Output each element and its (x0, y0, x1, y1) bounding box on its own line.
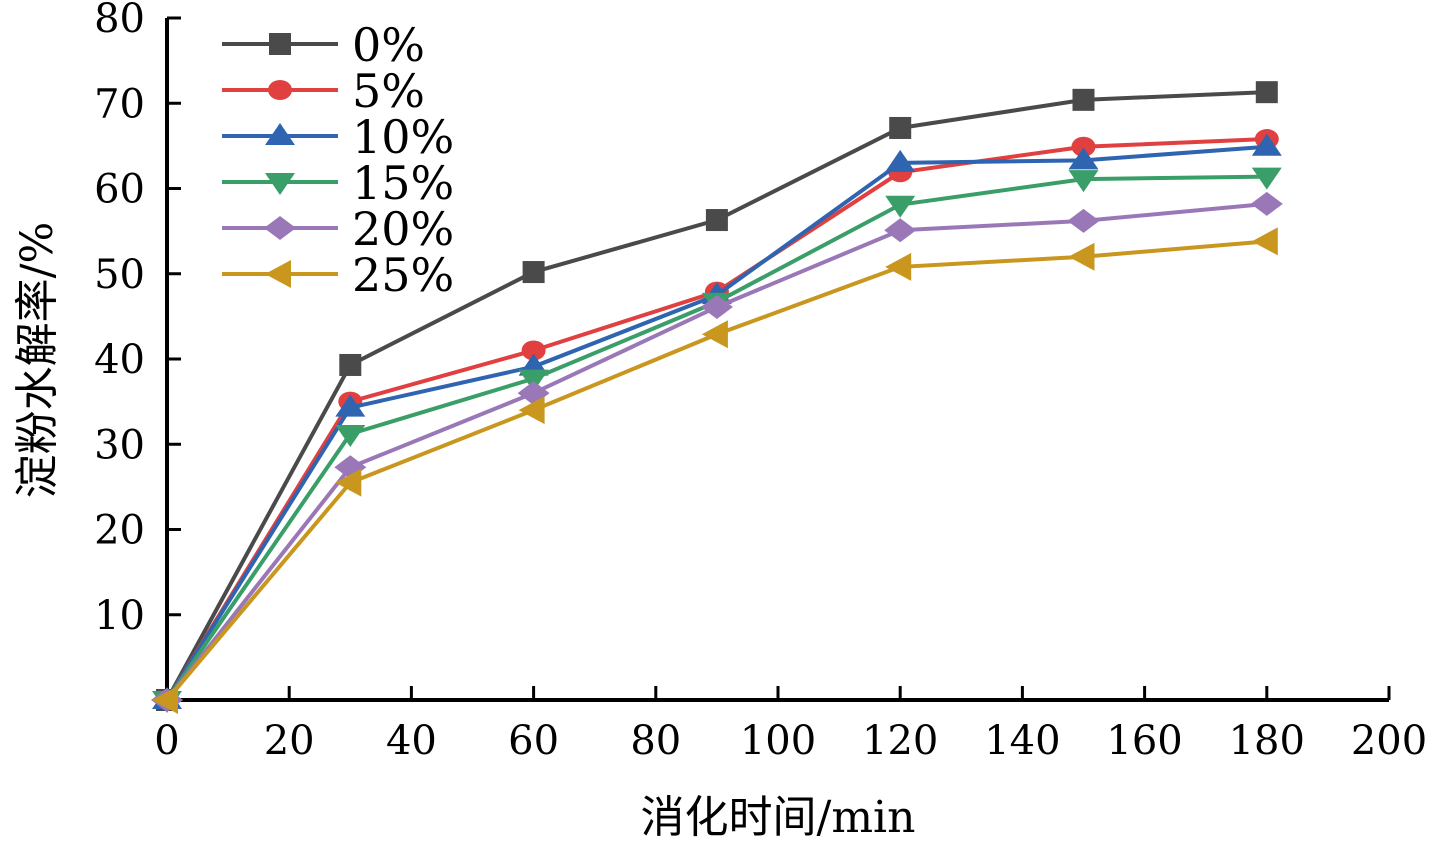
series-0pct (156, 81, 1278, 711)
x-tick-label: 100 (740, 718, 816, 764)
data-point (518, 369, 549, 392)
legend-marker (269, 33, 291, 55)
series-15pct (152, 167, 1282, 713)
legend: 0%5%10%15%20%25% (222, 18, 454, 302)
y-tick-label: 70 (94, 81, 145, 127)
legend-marker (264, 216, 296, 240)
legend-marker (265, 123, 295, 145)
y-tick-label: 40 (94, 337, 145, 383)
y-tick-label: 60 (94, 167, 145, 213)
series-line (165, 201, 1267, 702)
data-point (885, 195, 916, 218)
data-point (889, 116, 912, 139)
x-tick-label: 80 (630, 718, 681, 764)
data-point (1068, 147, 1099, 170)
data-point (1067, 208, 1100, 233)
x-tick-label: 20 (264, 718, 315, 764)
data-point (885, 149, 916, 172)
data-point (700, 294, 733, 319)
data-point (705, 209, 728, 232)
x-tick-label: 160 (1106, 718, 1182, 764)
legend-item: 5% (222, 64, 425, 118)
legend-item: 0% (222, 18, 425, 72)
legend-label: 5% (352, 64, 425, 118)
y-tick-label: 10 (94, 593, 145, 639)
data-point (1072, 88, 1095, 111)
data-point (517, 381, 550, 406)
x-tick-label: 140 (984, 718, 1060, 764)
data-point (522, 261, 545, 284)
x-tick-label: 180 (1229, 718, 1305, 764)
data-point (335, 425, 366, 448)
series-layer (151, 81, 1283, 714)
data-point (1251, 133, 1282, 156)
data-point (1068, 170, 1099, 193)
y-tick-label: 20 (94, 508, 145, 554)
legend-item: 10% (222, 110, 454, 164)
data-point (1068, 242, 1095, 271)
data-point (1071, 136, 1096, 157)
x-tick-label: 60 (508, 718, 559, 764)
y-tick-label: 50 (94, 252, 145, 298)
legend-label: 0% (352, 18, 425, 72)
y-tick-label: 80 (94, 0, 145, 42)
data-point (1250, 191, 1283, 216)
data-point (1255, 81, 1278, 104)
legend-marker (265, 173, 295, 195)
data-point (339, 353, 362, 376)
x-tick-label: 200 (1351, 718, 1427, 764)
data-point (1251, 227, 1278, 256)
data-point (518, 396, 545, 425)
data-point (884, 218, 917, 243)
x-axis-title: 消化时间/min (641, 792, 916, 841)
legend-marker (265, 260, 291, 288)
legend-item: 25% (222, 248, 454, 302)
data-point (152, 686, 178, 714)
data-point (335, 394, 366, 417)
data-point (521, 340, 546, 361)
axes: 0 20 40 60 80 100 120 140 160 180 200 10 20 30 40 50 60 7… (94, 0, 1427, 764)
legend-marker (268, 80, 292, 100)
data-point (1251, 167, 1282, 190)
legend-item: 15% (222, 156, 454, 210)
series-25pct (152, 227, 1278, 714)
y-axis-title: 淀粉水解率/% (12, 222, 63, 499)
data-point (335, 468, 362, 497)
legend-label: 10% (352, 110, 454, 164)
x-tick-label: 120 (862, 718, 938, 764)
legend-item: 20% (222, 202, 454, 256)
legend-label: 25% (352, 248, 454, 302)
data-point (701, 320, 728, 349)
x-tick-label: 0 (154, 718, 179, 764)
y-tick-label: 30 (94, 422, 145, 468)
x-tick-label: 40 (386, 718, 437, 764)
legend-label: 20% (352, 202, 454, 256)
data-point (885, 252, 912, 281)
legend-label: 15% (352, 156, 454, 210)
